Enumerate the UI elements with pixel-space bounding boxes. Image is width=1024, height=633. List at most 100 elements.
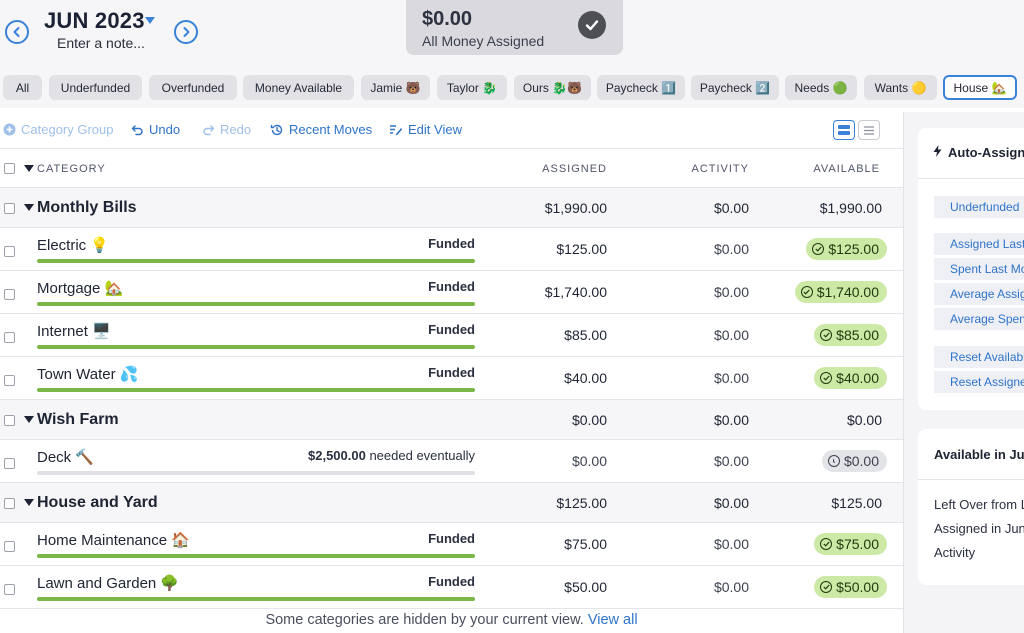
available-pill[interactable]: $85.00 [814, 324, 887, 346]
category-checkbox[interactable] [4, 375, 15, 386]
group-name[interactable]: House and Yard [37, 494, 158, 511]
filter-underfunded[interactable]: Underfunded [49, 75, 142, 100]
category-activity[interactable]: $0.00 [713, 370, 749, 386]
category-name[interactable]: Mortgage 🏡 [37, 280, 124, 297]
edit-view-button[interactable]: Edit View [389, 122, 462, 137]
auto-assign-underfunded-button[interactable]: Underfunded [934, 196, 1024, 218]
next-month-button[interactable] [174, 20, 198, 44]
category-checkbox[interactable] [4, 458, 15, 469]
filter-overfunded[interactable]: Overfunded [149, 75, 237, 100]
available-summary-title[interactable]: Available in June [934, 447, 1024, 462]
category-name[interactable]: Home Maintenance 🏠 [37, 532, 190, 549]
available-pill[interactable]: $50.00 [814, 576, 887, 598]
group-name[interactable]: Monthly Bills [37, 199, 137, 216]
category-row[interactable]: Electric 💡 Funded $125.00 $0.00 $125.00 [0, 228, 903, 271]
edit-list-icon [390, 125, 403, 136]
category-row[interactable]: Home Maintenance 🏠 Funded $75.00 $0.00 $… [0, 523, 903, 566]
redo-button[interactable]: Redo [202, 122, 251, 137]
assigned-in-month-label: Assigned in June [934, 521, 1024, 536]
group-assigned: $0.00 [571, 412, 607, 428]
category-checkbox[interactable] [4, 541, 15, 552]
available-pill[interactable]: $75.00 [814, 533, 887, 555]
reset-available-button[interactable]: Reset Available Amounts [934, 346, 1024, 368]
group-activity: $0.00 [713, 200, 749, 216]
category-name[interactable]: Town Water 💦 [37, 366, 139, 383]
budget-toolbar: Category Group Undo Redo Recent Moves Ed… [0, 112, 903, 148]
category-assigned-input[interactable]: $50.00 [564, 579, 607, 595]
filter-needs[interactable]: Needs 🟢 [785, 75, 857, 100]
goal-progress-bar [37, 471, 475, 475]
auto-assign-assigned-last-month-button[interactable]: Assigned Last Month [934, 233, 1024, 255]
category-assigned-input[interactable]: $125.00 [556, 241, 607, 257]
available-pill[interactable]: $40.00 [814, 367, 887, 389]
auto-assign-average-spent-button[interactable]: Average Spent [934, 308, 1024, 330]
category-checkbox[interactable] [4, 246, 15, 257]
filter-ours[interactable]: Ours 🐉🐻 [514, 75, 591, 100]
category-group-row[interactable]: Wish Farm $0.00 $0.00 $0.00 [0, 400, 903, 440]
filter-paycheck-1[interactable]: Paycheck 1️⃣ [597, 75, 685, 100]
category-checkbox[interactable] [4, 584, 15, 595]
category-name[interactable]: Electric 💡 [37, 237, 110, 254]
category-checkbox[interactable] [4, 289, 15, 300]
column-assigned: ASSIGNED [542, 163, 607, 175]
available-pill[interactable]: $1,740.00 [794, 281, 887, 303]
category-row[interactable]: Lawn and Garden 🌳 Funded $50.00 $0.00 $5… [0, 566, 903, 609]
category-activity[interactable]: $0.00 [713, 453, 749, 469]
collapse-all-icon[interactable] [24, 165, 34, 172]
auto-assign-average-assigned-button[interactable]: Average Assigned [934, 283, 1024, 305]
category-assigned-input[interactable]: $40.00 [564, 370, 607, 386]
prev-month-button[interactable] [5, 20, 29, 44]
filter-jamie[interactable]: Jamie 🐻 [361, 75, 430, 100]
category-row[interactable]: Internet 🖥️ Funded $85.00 $0.00 $85.00 [0, 314, 903, 357]
month-note-input[interactable]: Enter a note... [57, 35, 145, 51]
select-all-checkbox[interactable] [4, 163, 15, 174]
view-all-link[interactable]: View all [587, 612, 638, 628]
group-checkbox[interactable] [4, 203, 15, 214]
category-activity[interactable]: $0.00 [713, 579, 749, 595]
category-row[interactable]: Mortgage 🏡 Funded $1,740.00 $0.00 $1,740… [0, 271, 903, 314]
filter-house[interactable]: House 🏡 [943, 75, 1017, 100]
category-group-row[interactable]: House and Yard $125.00 $0.00 $125.00 [0, 483, 903, 523]
auto-assign-card: Auto-Assign Underfunded Assigned Last Mo… [918, 128, 1024, 410]
add-category-group-button[interactable]: Category Group [3, 122, 114, 137]
month-selector[interactable]: JUN 2023 [44, 8, 145, 33]
reset-assigned-button[interactable]: Reset Assigned Amounts [934, 371, 1024, 393]
filter-paycheck-2[interactable]: Paycheck 2️⃣ [691, 75, 779, 100]
caret-down-icon[interactable] [145, 17, 155, 24]
category-checkbox[interactable] [4, 332, 15, 343]
filter-money-available[interactable]: Money Available [243, 75, 354, 100]
available-pill[interactable]: $125.00 [806, 238, 887, 260]
filter-taylor[interactable]: Taylor 🐉 [437, 75, 507, 100]
category-row[interactable]: Deck 🔨 $2,500.00 needed eventually $0.00… [0, 440, 903, 483]
group-collapse-icon[interactable] [24, 416, 34, 423]
category-activity[interactable]: $0.00 [713, 284, 749, 300]
group-collapse-icon[interactable] [24, 204, 34, 211]
category-assigned-input[interactable]: $0.00 [571, 453, 607, 469]
category-name[interactable]: Lawn and Garden 🌳 [37, 575, 180, 592]
filter-all[interactable]: All [3, 75, 42, 100]
category-assigned-input[interactable]: $75.00 [564, 536, 607, 552]
category-row[interactable]: Town Water 💦 Funded $40.00 $0.00 $40.00 [0, 357, 903, 400]
auto-assign-spent-last-month-button[interactable]: Spent Last Month [934, 258, 1024, 280]
category-assigned-input[interactable]: $1,740.00 [544, 284, 607, 300]
group-checkbox[interactable] [4, 415, 15, 426]
category-name[interactable]: Internet 🖥️ [37, 323, 111, 340]
available-pill[interactable]: $0.00 [821, 450, 887, 472]
ready-to-assign-panel[interactable]: $0.00 All Money Assigned [406, 0, 623, 55]
hidden-categories-note: Some categories are hidden by your curre… [0, 612, 903, 628]
recent-moves-button[interactable]: Recent Moves [270, 122, 372, 137]
compact-view-toggle[interactable] [858, 120, 880, 140]
category-activity[interactable]: $0.00 [713, 536, 749, 552]
expanded-view-toggle[interactable] [833, 120, 855, 140]
group-name[interactable]: Wish Farm [37, 411, 119, 428]
category-activity[interactable]: $0.00 [713, 241, 749, 257]
category-activity[interactable]: $0.00 [713, 327, 749, 343]
goal-status: Funded [428, 365, 475, 380]
group-collapse-icon[interactable] [24, 499, 34, 506]
filter-wants[interactable]: Wants 🟡 [864, 75, 937, 100]
category-name[interactable]: Deck 🔨 [37, 449, 95, 466]
group-checkbox[interactable] [4, 498, 15, 509]
category-assigned-input[interactable]: $85.00 [564, 327, 607, 343]
category-group-row[interactable]: Monthly Bills $1,990.00 $0.00 $1,990.00 [0, 188, 903, 228]
undo-button[interactable]: Undo [131, 122, 180, 137]
